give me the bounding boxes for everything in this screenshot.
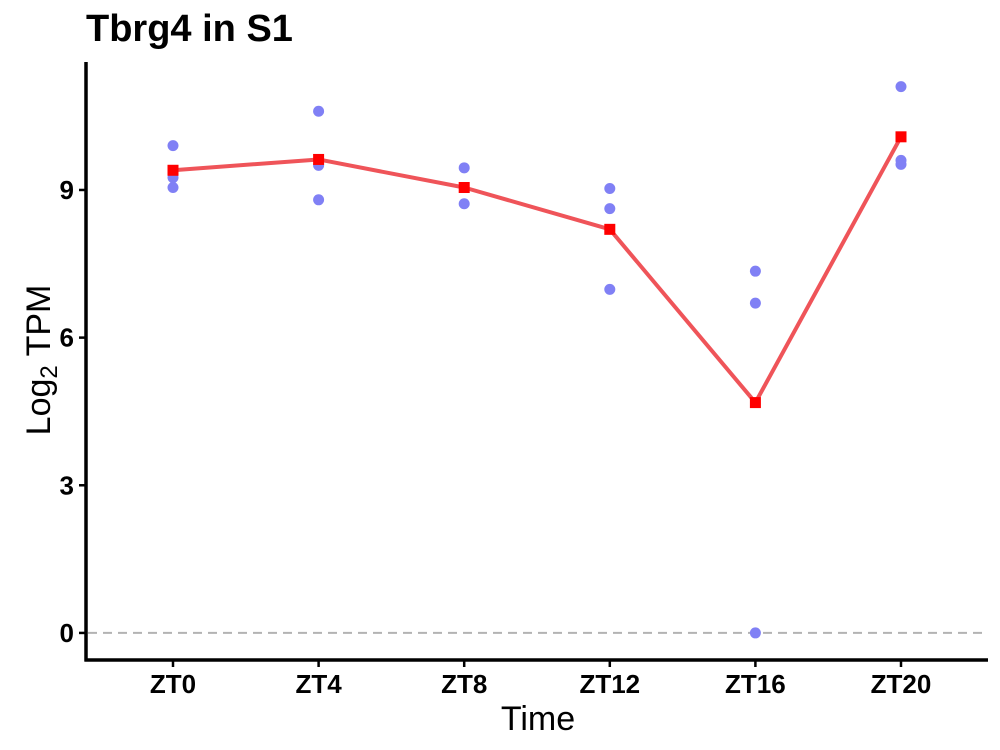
mean-marker: [895, 131, 907, 143]
mean-marker: [313, 153, 325, 165]
replicate-point: [313, 194, 325, 206]
y-axis-label-main: Log: [20, 379, 58, 436]
mean-marker: [458, 182, 470, 194]
replicate-point: [604, 283, 616, 295]
x-tick-label: ZT0: [150, 669, 196, 699]
mean-marker: [604, 223, 616, 235]
y-tick-label: 0: [60, 618, 74, 648]
x-tick-label: ZT20: [871, 669, 932, 699]
x-axis-ticks: ZT0 ZT4 ZT8 ZT12 ZT16 ZT20: [150, 660, 931, 699]
replicate-point: [167, 140, 179, 152]
y-axis-ticks: 0 3 6 9: [60, 175, 86, 648]
y-axis-label-tail: TPM: [20, 285, 58, 366]
y-tick-label: 6: [60, 323, 74, 353]
mean-line: [172, 135, 903, 405]
mean-marker: [749, 397, 761, 409]
axes: [84, 62, 988, 662]
y-axis-label-subscript: 2: [36, 365, 63, 378]
replicate-point: [458, 162, 470, 174]
mean-line-layer: [167, 131, 907, 409]
chart-title: Tbrg4 in S1: [86, 8, 293, 50]
replicate-points-layer: [167, 81, 907, 639]
mean-marker: [167, 164, 179, 176]
replicate-point: [604, 182, 616, 194]
x-tick-label: ZT16: [725, 669, 786, 699]
x-tick-label: ZT12: [579, 669, 640, 699]
y-tick-label: 9: [60, 175, 74, 205]
y-axis-label: Log2 TPM: [20, 285, 63, 436]
replicate-point: [167, 182, 179, 194]
replicate-point: [749, 297, 761, 309]
y-tick-label: 3: [60, 470, 74, 500]
replicate-point: [313, 105, 325, 117]
replicate-point: [604, 203, 616, 215]
x-tick-label: ZT8: [441, 669, 487, 699]
x-tick-label: ZT4: [295, 669, 342, 699]
replicate-point: [895, 81, 907, 93]
replicate-point: [895, 158, 907, 170]
replicate-point: [749, 627, 761, 639]
replicate-point: [749, 265, 761, 277]
replicate-point: [458, 198, 470, 210]
x-axis-label: Time: [501, 700, 575, 738]
